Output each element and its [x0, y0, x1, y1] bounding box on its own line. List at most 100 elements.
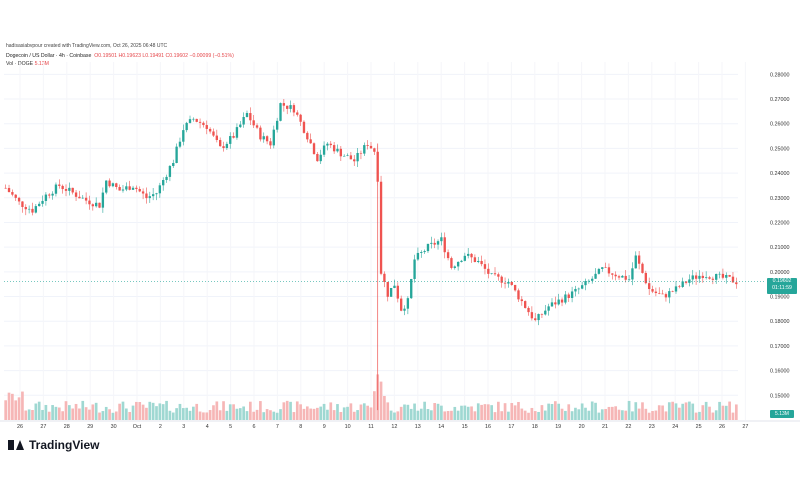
volume-bar — [292, 412, 296, 420]
candle-body — [44, 194, 48, 201]
volume-bar — [131, 405, 135, 420]
candle-body — [591, 278, 594, 281]
volume-bar — [443, 411, 447, 420]
volume-bar — [383, 396, 386, 420]
candle-body — [621, 275, 624, 278]
candle-body — [279, 103, 282, 121]
volume-bar — [329, 402, 333, 420]
volume-bar — [299, 404, 302, 420]
volume-bar — [104, 406, 108, 420]
volume-bar — [205, 412, 209, 420]
candle-body — [225, 143, 229, 149]
candle-body — [644, 272, 648, 284]
volume-bar — [621, 410, 624, 420]
volume-bar — [530, 407, 534, 420]
volume-bar — [218, 410, 222, 420]
x-tick-label: 27 — [40, 424, 46, 430]
candle-body — [389, 288, 393, 297]
candle-body — [641, 263, 644, 273]
candle-body — [91, 204, 94, 207]
volume-bar — [483, 404, 487, 420]
candle-body — [651, 289, 654, 292]
volume-bar — [607, 406, 611, 420]
volume-bar — [279, 409, 282, 420]
candle-body — [125, 186, 128, 190]
volume-bar — [336, 404, 339, 420]
x-tick-label: 7 — [276, 424, 279, 430]
candle-body — [399, 298, 403, 311]
y-tick-label: 0.18000 — [770, 319, 790, 325]
candle-body — [185, 122, 188, 131]
x-tick-label: Oct — [133, 424, 142, 430]
candle-body — [259, 127, 262, 140]
volume-bar — [694, 412, 698, 420]
candle-body — [477, 260, 480, 263]
volume-bar — [198, 411, 202, 420]
candle-body — [617, 276, 621, 278]
candle-body — [688, 279, 691, 283]
volume-bar — [617, 409, 621, 420]
candle-body — [34, 206, 38, 213]
candle-body — [423, 251, 426, 253]
candle-body — [115, 183, 118, 187]
volume-bar — [436, 403, 440, 420]
x-tick-label: 21 — [602, 424, 608, 430]
candle-body — [624, 275, 627, 280]
candle-body — [698, 275, 701, 279]
y-tick-label: 0.28000 — [770, 72, 790, 78]
candle-body — [312, 143, 316, 154]
candle-body — [178, 141, 182, 147]
volume-bar — [731, 412, 735, 420]
candle-body — [597, 268, 601, 274]
candle-body — [168, 166, 172, 177]
candle-body — [416, 252, 420, 260]
tradingview-logo[interactable]: TradingView — [8, 438, 99, 452]
candle-body — [715, 273, 718, 280]
y-tick-label: 0.24000 — [770, 171, 790, 177]
candle-body — [329, 143, 332, 146]
candle-body — [369, 145, 373, 149]
candle-body — [443, 237, 446, 253]
x-tick-label: 17 — [508, 424, 514, 430]
candle-body — [128, 186, 131, 190]
volume-bar — [312, 408, 316, 420]
candle-body — [497, 274, 500, 277]
candle-body — [252, 120, 255, 126]
volume-bar — [684, 402, 688, 420]
candle-body — [71, 187, 74, 193]
volume-bar — [265, 409, 269, 420]
candle-body — [567, 294, 570, 298]
volume-bar — [419, 408, 423, 420]
x-tick-label: 15 — [462, 424, 468, 430]
volume-bar — [557, 403, 561, 420]
candle-body — [691, 275, 694, 280]
x-tick-label: 20 — [579, 424, 585, 430]
candle-body — [463, 255, 467, 261]
x-tick-label: 6 — [253, 424, 256, 430]
volume-bar — [681, 403, 685, 420]
candle-body — [721, 273, 725, 278]
volume-bar — [101, 411, 105, 420]
candle-body — [235, 127, 239, 138]
candle-body — [584, 281, 587, 286]
symbol-label[interactable]: Dogecoin / US Dollar · 4h · Coinbase — [6, 53, 92, 59]
candle-body — [540, 314, 544, 315]
volume-bar — [158, 403, 162, 420]
candle-body — [121, 189, 125, 191]
candle-body — [108, 180, 111, 187]
volume-bar — [634, 402, 638, 420]
volume-bar — [674, 403, 678, 420]
x-tick-label: 26 — [17, 424, 23, 430]
volume-bar — [14, 400, 18, 420]
volume-bar — [98, 412, 101, 420]
volume-bar — [396, 411, 400, 420]
candle-body — [711, 278, 715, 280]
volume-bar — [51, 405, 54, 420]
volume-bar — [74, 403, 78, 420]
candle-body — [212, 131, 215, 136]
candle-body — [41, 200, 44, 204]
candle-body — [580, 285, 584, 289]
candle-body — [302, 121, 306, 133]
volume-bar — [326, 409, 329, 420]
